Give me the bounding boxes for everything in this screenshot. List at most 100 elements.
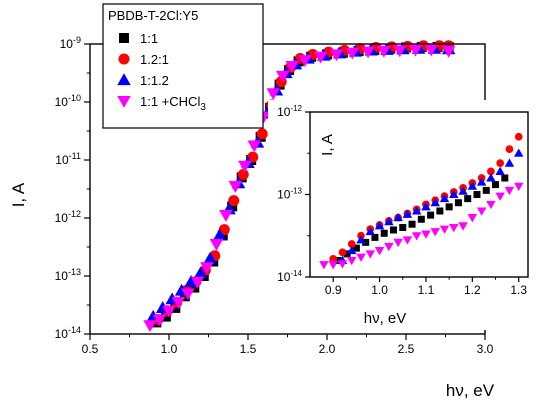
inset-x-axis-label: hν, eV <box>364 310 407 327</box>
inset-point <box>356 253 366 262</box>
main-point <box>247 140 262 153</box>
inset-point <box>467 181 478 190</box>
main-x-tick-label: 3.0 <box>477 342 494 356</box>
inset-point <box>411 206 422 215</box>
main-point <box>160 311 171 322</box>
main-point <box>276 70 290 83</box>
inset-point <box>513 182 524 191</box>
main-point <box>345 47 360 60</box>
inset-point <box>408 220 416 228</box>
inset-point <box>439 225 450 234</box>
inset-point <box>482 186 490 194</box>
inset-point <box>371 233 379 241</box>
main-point <box>408 44 423 57</box>
inset-y-tick-label: 10-12 <box>277 104 302 119</box>
legend-marker <box>117 73 131 86</box>
main-point <box>189 282 200 293</box>
inset-point <box>365 250 376 259</box>
legend-title: PBDB-T-2Cl:Y5 <box>108 8 198 23</box>
inset-point <box>380 229 388 237</box>
inset-point <box>449 189 459 199</box>
inset-point <box>476 177 487 186</box>
inset-point <box>389 226 397 234</box>
inset-point <box>356 235 366 244</box>
inset-point <box>504 158 515 167</box>
main-point <box>238 160 252 173</box>
main-point <box>209 239 224 251</box>
main-point <box>285 60 299 73</box>
inset-point <box>384 217 394 226</box>
main-x-tick-label: 0.5 <box>82 342 99 356</box>
main-point <box>184 275 198 287</box>
legend-box <box>102 3 264 129</box>
main-point <box>228 195 240 207</box>
legend-marker <box>118 53 130 65</box>
main-point <box>193 266 208 279</box>
inset-point <box>374 221 385 230</box>
main-point <box>162 305 176 318</box>
main-x-tick-label: 2.0 <box>319 342 336 356</box>
main-y-tick-label: 10-9 <box>60 35 81 51</box>
main-y-tick-label: 10-11 <box>55 151 81 167</box>
main-point <box>392 45 407 58</box>
inset-point <box>399 224 407 231</box>
inset-point <box>439 193 450 203</box>
main-y-tick-label: 10-10 <box>55 93 81 109</box>
legend-entry-label: 1:1.2 <box>140 73 169 88</box>
inset-points <box>319 132 524 270</box>
inset-point <box>319 261 329 270</box>
inset-point <box>513 148 524 157</box>
inset-point <box>454 199 462 207</box>
inset-point <box>334 257 342 264</box>
inset-point <box>347 245 357 255</box>
inset-point <box>445 203 453 211</box>
main-y-tick-label: 10-14 <box>55 325 81 341</box>
main-y-axis-label: I, A <box>9 182 28 207</box>
inset-point <box>347 256 357 266</box>
inset-point <box>430 228 440 237</box>
main-point <box>181 288 195 301</box>
inset-point <box>449 223 459 233</box>
inset-point <box>427 211 435 219</box>
inset-point <box>421 202 431 211</box>
inset-point <box>384 242 394 252</box>
inset-point <box>495 166 505 175</box>
inset-background <box>268 100 538 330</box>
inset-point <box>476 207 487 216</box>
inset-point <box>347 240 356 248</box>
inset-point <box>343 250 351 258</box>
legend-entry-label: 1.2:1 <box>140 52 169 67</box>
main-y-tick-label: 10-12 <box>55 209 81 225</box>
main-point <box>377 45 391 58</box>
legend-marker <box>119 33 129 43</box>
inset-y-tick-label: 10-14 <box>277 269 302 284</box>
main-point <box>203 251 217 264</box>
main-points <box>143 40 456 333</box>
inset-point <box>492 181 500 189</box>
inset-series-0 <box>334 174 509 264</box>
legend-entry-label: 1:1 <box>140 31 158 46</box>
inset-point <box>473 191 481 198</box>
inset-y-tick-label: 10-13 <box>277 186 302 201</box>
inset-series-2 <box>337 148 524 265</box>
inset-point <box>504 186 515 196</box>
inset-point <box>501 174 509 182</box>
main-point <box>361 46 375 59</box>
inset-point <box>486 173 496 182</box>
main-point <box>237 169 249 180</box>
inset-point <box>464 195 472 203</box>
inset-series-3 <box>319 182 524 270</box>
inset-point <box>514 132 523 141</box>
inset-point <box>467 214 478 223</box>
main-point <box>170 302 181 313</box>
inset-point <box>329 255 338 263</box>
legend-marker <box>117 95 131 108</box>
inset-x-tick-label: 1.0 <box>371 283 388 297</box>
inset-point <box>352 244 360 252</box>
main-point <box>228 181 243 193</box>
main-y-tick-label: 10-13 <box>55 267 81 283</box>
inset-point <box>393 238 403 248</box>
inset-point <box>487 167 495 176</box>
